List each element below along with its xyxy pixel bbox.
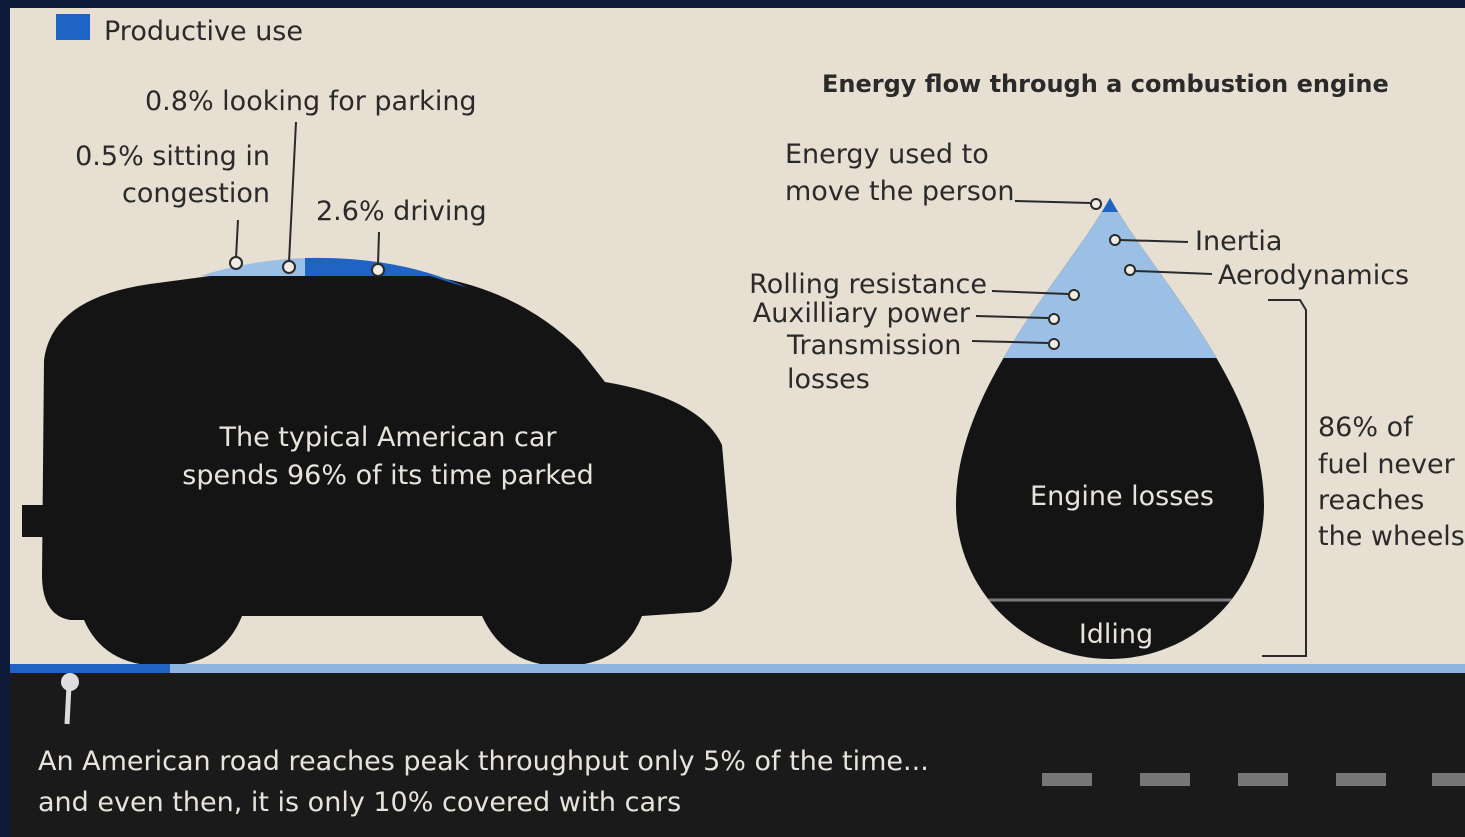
leader-dot: [372, 264, 384, 276]
leader-dot: [1125, 265, 1135, 275]
drop-label: Engine losses: [1030, 481, 1214, 512]
bracket-note: fuel never: [1318, 449, 1456, 480]
pin-head: [61, 673, 79, 691]
leader-dot: [1069, 290, 1079, 300]
engine-label: losses: [787, 364, 870, 395]
legend-swatch: [56, 14, 90, 40]
legend-label: Productive use: [104, 16, 303, 47]
bracket-note: the wheels: [1318, 521, 1465, 552]
car-caption: The typical American car: [218, 422, 557, 453]
annotation: 2.6% driving: [316, 196, 487, 227]
leader-dot: [1049, 339, 1059, 349]
leader: [378, 232, 379, 265]
engine-label: Aerodynamics: [1218, 260, 1409, 291]
engine-label: Energy used to: [785, 139, 989, 170]
engine-label: Rolling resistance: [749, 269, 987, 300]
road-line: [10, 664, 1465, 673]
engine-title: Energy flow through a combustion engine: [822, 70, 1389, 98]
leader-dot: [1110, 235, 1120, 245]
pin: [67, 686, 69, 724]
engine-label: Transmission: [786, 330, 961, 361]
leader-dot: [283, 261, 295, 273]
leader-dot: [1091, 199, 1101, 209]
road-caption: An American road reaches peak throughput…: [38, 746, 929, 777]
bracket-note: reaches: [1318, 485, 1424, 516]
drop-label: Idling: [1079, 619, 1153, 650]
annotation: 0.5% sitting in: [75, 141, 270, 172]
road-peak: [10, 664, 170, 673]
engine-label: Inertia: [1195, 226, 1282, 257]
bracket-note: 86% of: [1318, 412, 1414, 443]
engine-label: Auxilliary power: [753, 298, 971, 329]
leader-dot: [1049, 314, 1059, 324]
road-caption: and even then, it is only 10% covered wi…: [38, 787, 681, 818]
page: Productive use The typical American car …: [0, 0, 1465, 837]
engine-label: move the person: [785, 176, 1014, 207]
annotation: 0.8% looking for parking: [145, 86, 477, 117]
annotation: congestion: [122, 178, 270, 209]
car-caption: spends 96% of its time parked: [182, 460, 593, 491]
leader-dot: [230, 257, 242, 269]
